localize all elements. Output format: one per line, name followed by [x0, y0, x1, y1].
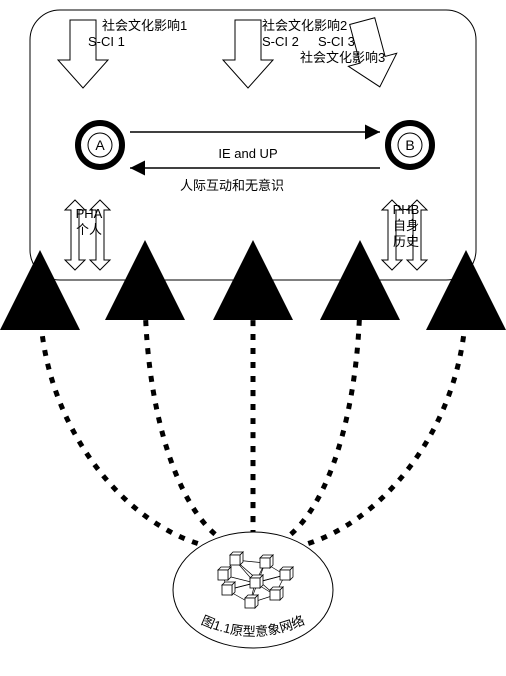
phb-label3: 历史	[393, 234, 419, 249]
pha-label1: PHA	[76, 206, 103, 221]
dotted-arrows	[40, 290, 466, 551]
node-b-label: B	[405, 137, 414, 153]
node-a-label: A	[95, 137, 105, 153]
phb-label2: 自身	[393, 218, 419, 233]
bottom-arrow-left: PHA 个人	[65, 200, 110, 270]
cube-4	[245, 595, 258, 608]
top-arrow-2-label2: S-CI 2	[262, 34, 299, 49]
top-arrow-3-label1: 社会文化影响3	[300, 50, 385, 65]
cube-3	[270, 587, 283, 600]
diagram-svg: 社会文化影响1 S-CI 1 社会文化影响2 S-CI 2 S-CI 3 社会文…	[0, 0, 506, 676]
cube-7	[250, 575, 263, 588]
node-b: B	[388, 123, 432, 167]
pha-label2: 个人	[76, 222, 102, 237]
bottom-arrow-right: PHB 自身 历史	[382, 200, 427, 270]
cube-5	[222, 582, 235, 595]
top-arrow-3-label2: S-CI 3	[318, 34, 355, 49]
center-label-bottom: 人际互动和无意识	[180, 178, 284, 193]
dotted-arrow-2	[145, 290, 253, 550]
node-a: A	[78, 123, 122, 167]
cube-1	[260, 555, 273, 568]
phb-label1: PHB	[393, 202, 420, 217]
top-arrow-1-label1: 社会文化影响1	[102, 18, 187, 33]
top-arrow-1: 社会文化影响1 S-CI 1	[58, 18, 187, 88]
center-label-top: IE and UP	[218, 146, 277, 161]
dotted-arrow-4	[253, 290, 360, 550]
cube-0	[230, 552, 243, 565]
cube-2	[280, 567, 293, 580]
top-arrow-2-label1: 社会文化影响2	[262, 18, 347, 33]
cube-6	[218, 567, 231, 580]
top-arrow-1-label2: S-CI 1	[88, 34, 125, 49]
